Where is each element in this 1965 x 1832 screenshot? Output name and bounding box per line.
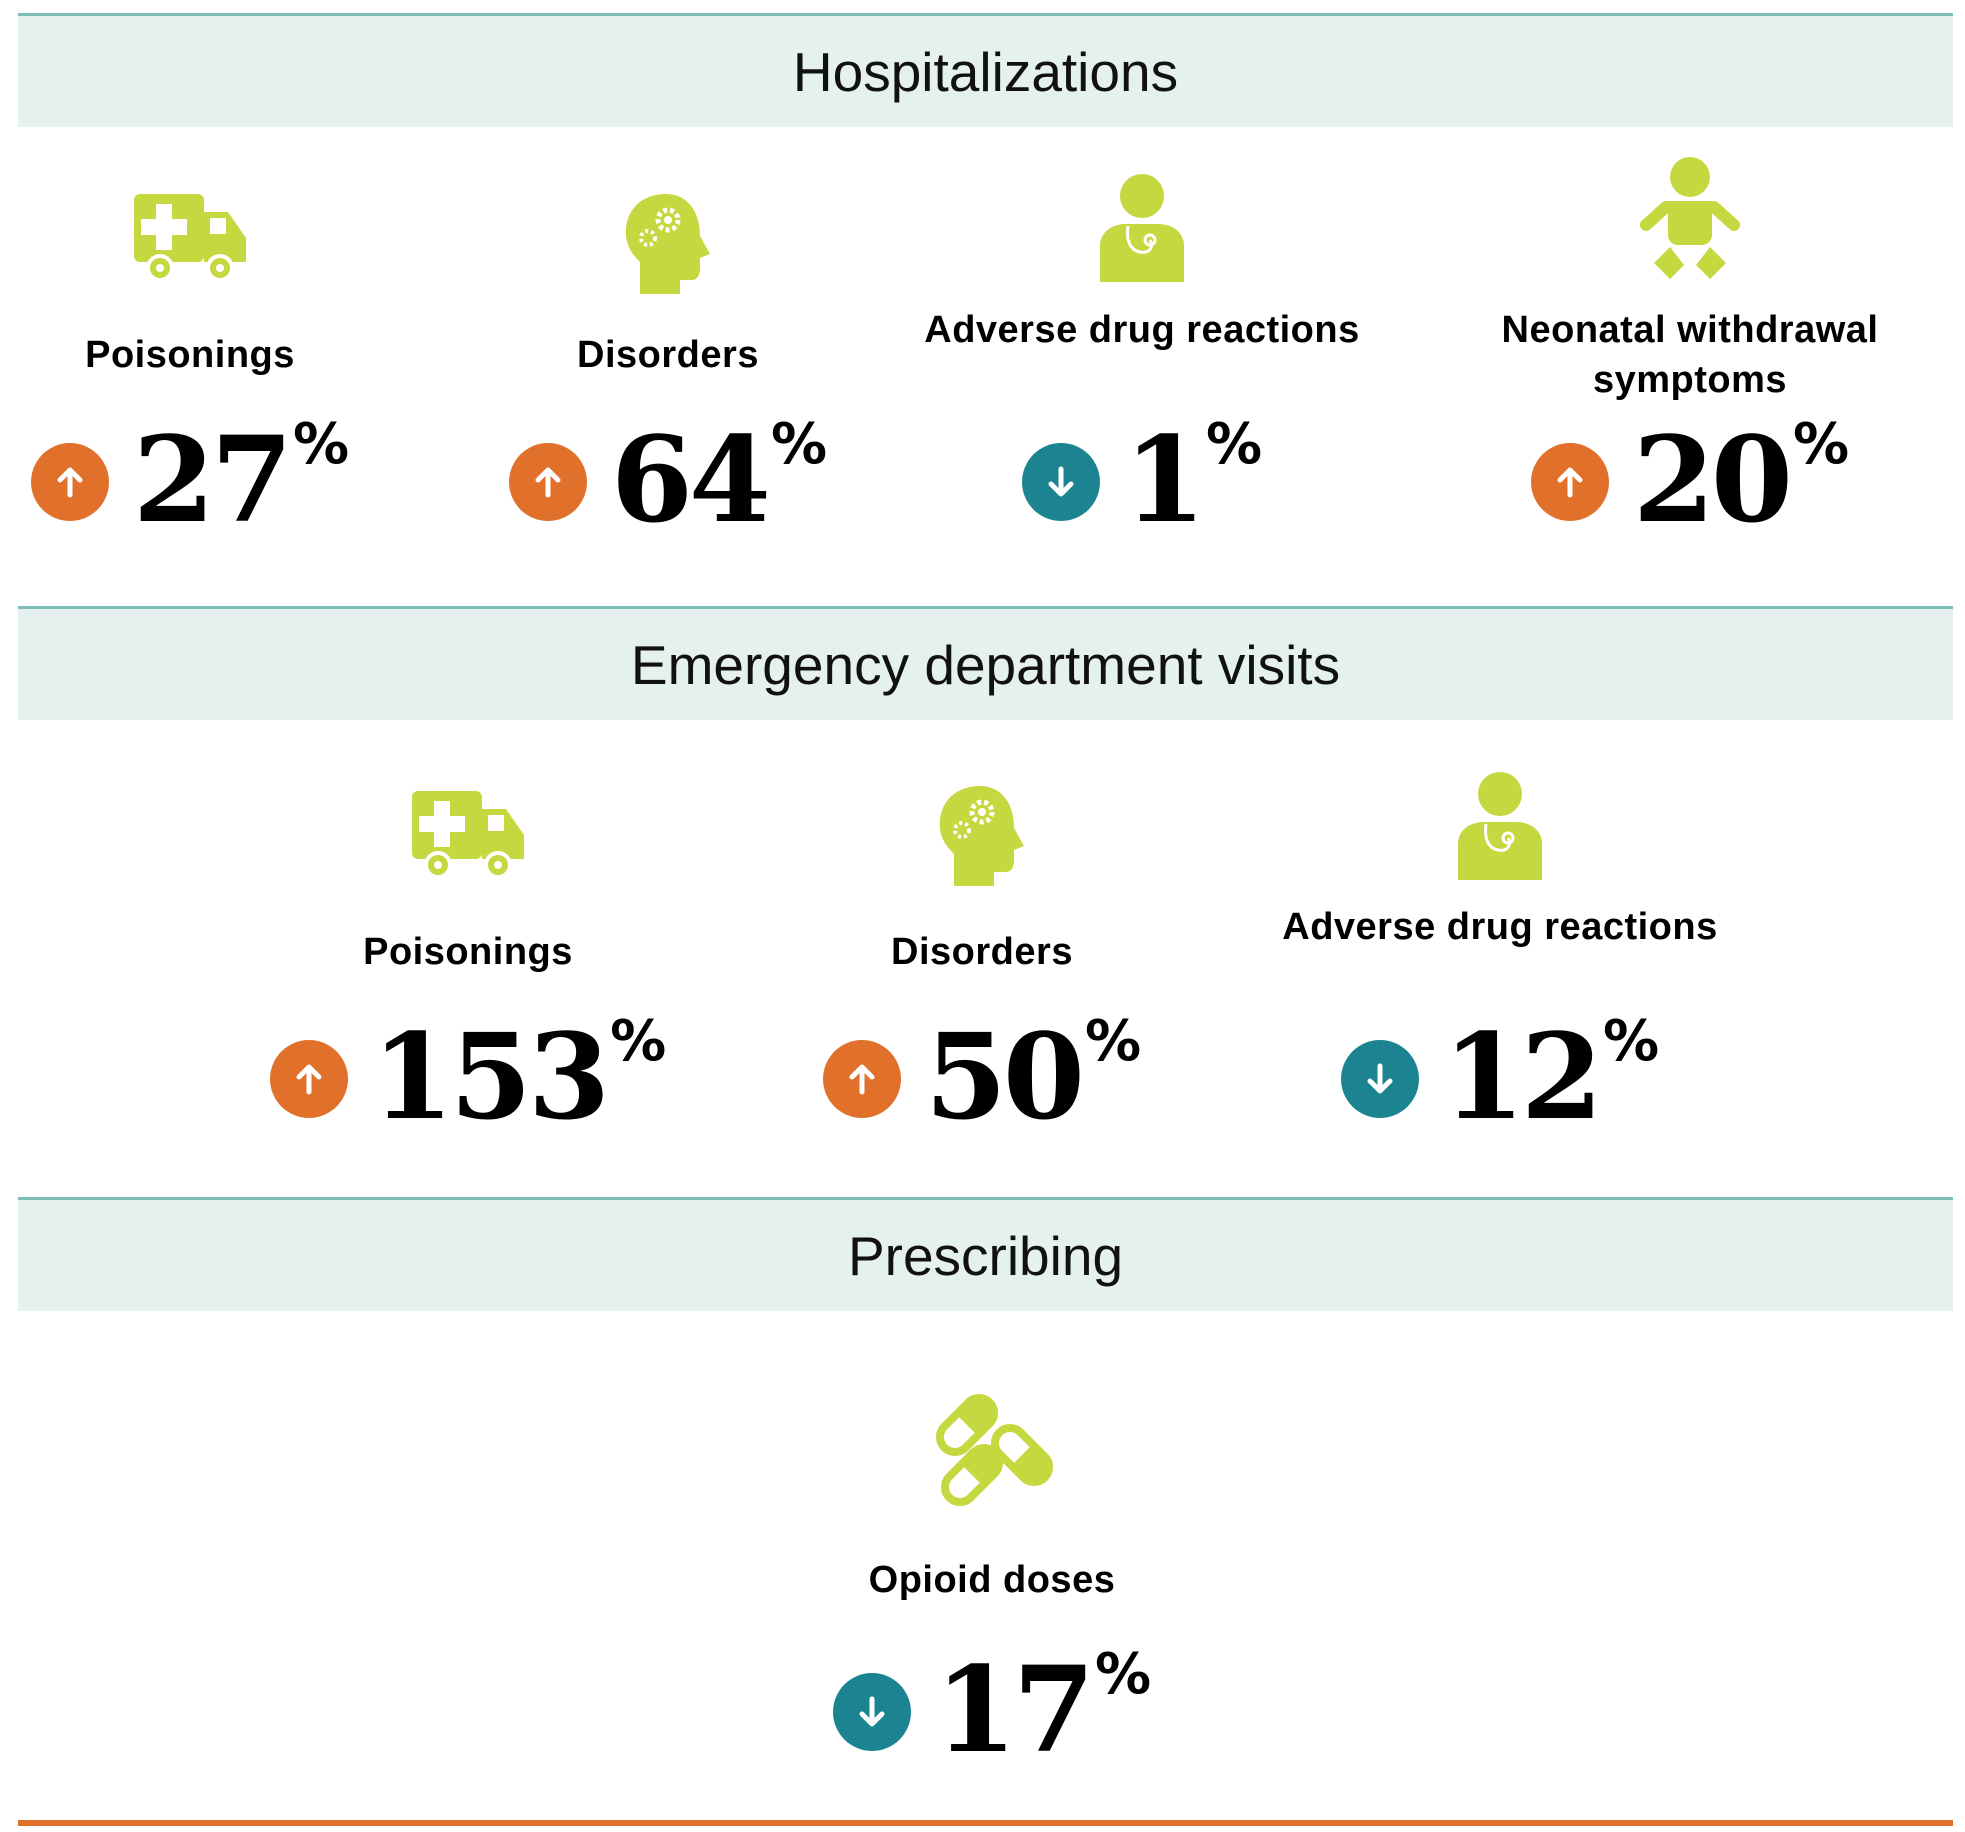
arrow-up-icon bbox=[30, 443, 109, 521]
stat-label: Adverse drug reactions bbox=[1282, 906, 1718, 948]
stat-value-row: 17% bbox=[762, 1645, 1222, 1775]
head-gears-icon bbox=[438, 190, 898, 300]
head-gears-icon bbox=[752, 782, 1212, 892]
stat-value-row: 64% bbox=[438, 415, 898, 545]
stat-label: Neonatal withdrawal symptoms bbox=[1501, 309, 1879, 401]
stat-value-row: 50% bbox=[752, 1012, 1212, 1142]
stat-card-ed-adverse: Adverse drug reactions 12% bbox=[1270, 760, 1730, 1147]
stat-unit: % bbox=[610, 1009, 667, 1074]
section-header-prescribing: Prescribing bbox=[18, 1197, 1953, 1311]
stat-label: Opioid doses bbox=[868, 1559, 1116, 1601]
stat-number: 20 bbox=[1632, 410, 1793, 549]
doctor-icon bbox=[1270, 768, 1730, 883]
stat-number: 27 bbox=[132, 410, 293, 549]
arrow-down-icon bbox=[832, 1673, 911, 1751]
arrow-up-icon bbox=[1530, 443, 1609, 521]
stat-unit: % bbox=[1095, 1642, 1152, 1707]
arrow-up-icon bbox=[508, 443, 587, 521]
section-header-emergency: Emergency department visits bbox=[18, 606, 1953, 720]
stat-card-hosp-poisonings: Poisonings 27% bbox=[0, 190, 420, 550]
stat-number: 50 bbox=[924, 1007, 1085, 1146]
stat-unit: % bbox=[1793, 412, 1850, 477]
arrow-up-icon bbox=[822, 1040, 901, 1118]
stat-card-hosp-adverse: Adverse drug reactions 1% bbox=[912, 160, 1372, 550]
stat-card-hosp-disorders: Disorders 64% bbox=[438, 190, 898, 550]
stat-number: 12 bbox=[1442, 1007, 1603, 1146]
stat-card-ed-poisonings: Poisonings 153% bbox=[238, 787, 698, 1147]
stat-value-row: 12% bbox=[1270, 1012, 1730, 1142]
pills-icon bbox=[762, 1390, 1222, 1520]
stat-unit: % bbox=[771, 412, 828, 477]
stat-label: Poisonings bbox=[363, 931, 573, 973]
stat-unit: % bbox=[1085, 1009, 1142, 1074]
bottom-divider bbox=[18, 1820, 1953, 1826]
doctor-icon bbox=[912, 170, 1372, 285]
arrow-up-icon bbox=[269, 1040, 348, 1118]
stat-label: Poisonings bbox=[85, 334, 295, 376]
stat-label: Disorders bbox=[891, 931, 1073, 973]
stat-label: Adverse drug reactions bbox=[924, 309, 1360, 351]
stat-value-row: 153% bbox=[238, 1012, 698, 1142]
stat-unit: % bbox=[1603, 1009, 1660, 1074]
section-title: Hospitalizations bbox=[792, 40, 1179, 103]
stat-number: 153 bbox=[371, 1007, 610, 1146]
arrow-down-icon bbox=[1021, 443, 1100, 521]
stat-number: 17 bbox=[934, 1640, 1095, 1779]
section-header-hospitalizations: Hospitalizations bbox=[18, 13, 1953, 127]
stat-card-opioid-doses: Opioid doses 17% bbox=[762, 1390, 1222, 1775]
stat-unit: % bbox=[293, 412, 350, 477]
stat-value-row: 1% bbox=[912, 415, 1372, 545]
section-title: Emergency department visits bbox=[630, 633, 1341, 696]
stat-value-row: 27% bbox=[0, 415, 420, 545]
stat-label: Disorders bbox=[577, 334, 759, 376]
section-title: Prescribing bbox=[847, 1224, 1124, 1287]
arrow-down-icon bbox=[1340, 1040, 1419, 1118]
stat-number: 1 bbox=[1123, 410, 1206, 549]
stat-card-ed-disorders: Disorders 50% bbox=[752, 782, 1212, 1147]
stat-card-hosp-neonatal: Neonatal withdrawal symptoms 20% bbox=[1460, 155, 1920, 550]
stat-value-row: 20% bbox=[1460, 415, 1920, 545]
ambulance-icon bbox=[238, 787, 698, 887]
ambulance-icon bbox=[0, 190, 420, 290]
baby-icon bbox=[1460, 155, 1920, 295]
stat-unit: % bbox=[1206, 412, 1263, 477]
stat-number: 64 bbox=[610, 410, 771, 549]
